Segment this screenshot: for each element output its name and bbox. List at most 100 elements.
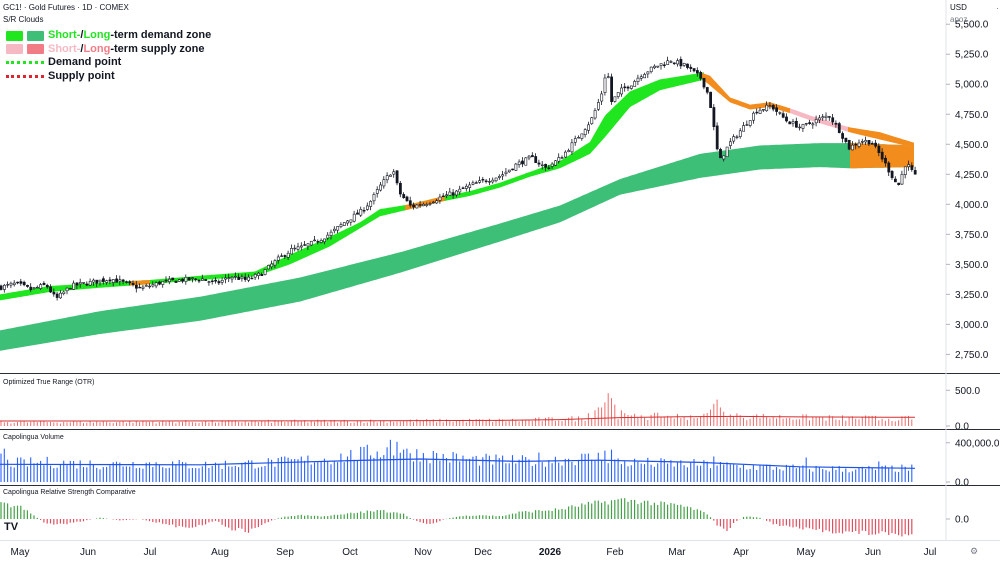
volume-tick-label-0: 400,000.0: [955, 438, 1000, 449]
study-title: S/R Clouds: [3, 15, 44, 24]
candle-body-16: [52, 291, 56, 295]
price-scale-tag: apoz: [950, 15, 968, 24]
candle-body-78: [257, 272, 260, 276]
candle-body-97: [319, 240, 323, 243]
candle-body-25: [82, 282, 86, 284]
candle-body-179: [590, 117, 594, 125]
long-demand-swatch-icon: [27, 30, 44, 41]
short-term-supply-zone-contested-1: [848, 126, 914, 148]
candle-body-209: [689, 66, 693, 69]
price-tick-label-7: 3,750.0: [955, 230, 989, 241]
candle-body-128: [422, 203, 425, 207]
candle-body-235: [775, 107, 779, 112]
candle-body-6: [19, 281, 23, 284]
candle-body-109: [359, 209, 363, 216]
candle-body-200: [659, 63, 663, 66]
candle-body-101: [332, 228, 336, 232]
candle-body-126: [415, 204, 419, 209]
candle-body-103: [339, 224, 343, 227]
candle-body-136: [448, 191, 452, 196]
candle-body-159: [524, 157, 528, 166]
candle-body-276: [910, 165, 914, 170]
candle-body-214: [705, 87, 709, 93]
candle-body-115: [379, 184, 383, 191]
candle-body-236: [778, 112, 782, 114]
candle-body-251: [827, 116, 831, 118]
candle-body-275: [907, 164, 911, 167]
candle-body-182: [600, 93, 604, 102]
candle-body-238: [785, 116, 788, 122]
candle-body-144: [474, 182, 478, 184]
candle-body-222: [732, 136, 736, 142]
candle-body-40: [131, 283, 135, 285]
candle-body-260: [857, 142, 861, 147]
candle-body-47: [154, 282, 158, 287]
candle-body-191: [629, 85, 633, 89]
legend-supply-long: Long: [83, 42, 111, 55]
candle-body-68: [224, 277, 227, 280]
candle-body-221: [728, 141, 732, 146]
candle-body-138: [455, 190, 458, 196]
candle-body-20: [65, 287, 69, 292]
candle-body-69: [227, 277, 231, 279]
candle-body-174: [573, 138, 577, 143]
candle-body-248: [818, 117, 821, 121]
candle-body-220: [725, 146, 729, 158]
candle-body-87: [286, 252, 290, 258]
candle-body-265: [874, 142, 878, 147]
candle-body-54: [177, 279, 181, 282]
candle-body-10: [32, 287, 36, 289]
candle-body-153: [504, 171, 508, 174]
candle-body-46: [151, 284, 155, 287]
candle-body-37: [121, 279, 125, 282]
candle-body-34: [111, 279, 115, 283]
candle-body-114: [375, 189, 379, 194]
candle-body-147: [484, 180, 488, 183]
candle-body-110: [362, 210, 366, 212]
candle-body-229: [755, 111, 759, 114]
candle-body-106: [349, 219, 353, 223]
candle-body-255: [841, 133, 845, 139]
short-demand-swatch-icon: [6, 30, 23, 41]
candle-body-277: [913, 170, 917, 175]
candle-body-89: [293, 247, 297, 250]
candle-body-108: [356, 212, 359, 215]
candle-body-274: [903, 166, 907, 175]
short-term-demand-zone: [0, 72, 704, 301]
candle-body-151: [497, 176, 501, 178]
candle-body-134: [441, 195, 445, 198]
time-tick-label-0: May: [11, 547, 30, 558]
time-tick-label-1: Jun: [80, 547, 96, 558]
candle-body-64: [210, 280, 214, 283]
candle-body-49: [161, 281, 165, 285]
candle-body-84: [276, 256, 280, 261]
candle-body-230: [758, 109, 762, 114]
supply-point-line-icon: [6, 74, 44, 78]
short-term-supply-zone-contested-0: [700, 72, 790, 114]
candle-body-204: [672, 62, 676, 65]
candle-body-73: [240, 276, 244, 279]
candle-body-120: [395, 170, 399, 184]
candle-body-171: [563, 151, 567, 158]
candle-body-65: [214, 279, 218, 282]
rsc-pane: [0, 498, 913, 537]
legend-demand-tail: -term demand zone: [110, 29, 212, 41]
candle-body-245: [808, 122, 812, 124]
price-pane: [0, 56, 1000, 486]
candle-body-258: [851, 144, 854, 151]
symbol-title: GC1! · Gold Futures · 1D · COMEX: [3, 3, 129, 12]
candle-body-189: [623, 86, 627, 89]
candle-body-122: [402, 194, 406, 199]
candle-body-92: [303, 244, 307, 246]
candle-body-192: [633, 81, 637, 87]
candle-body-243: [801, 124, 805, 129]
scale-menu-icon[interactable]: ·: [996, 3, 999, 13]
candle-body-207: [682, 63, 686, 66]
candle-body-96: [316, 241, 320, 243]
legend-demand-short: Short-: [48, 29, 81, 41]
candle-body-178: [587, 124, 590, 131]
candle-body-86: [283, 255, 287, 257]
settings-gear-icon[interactable]: ⚙: [970, 546, 979, 556]
